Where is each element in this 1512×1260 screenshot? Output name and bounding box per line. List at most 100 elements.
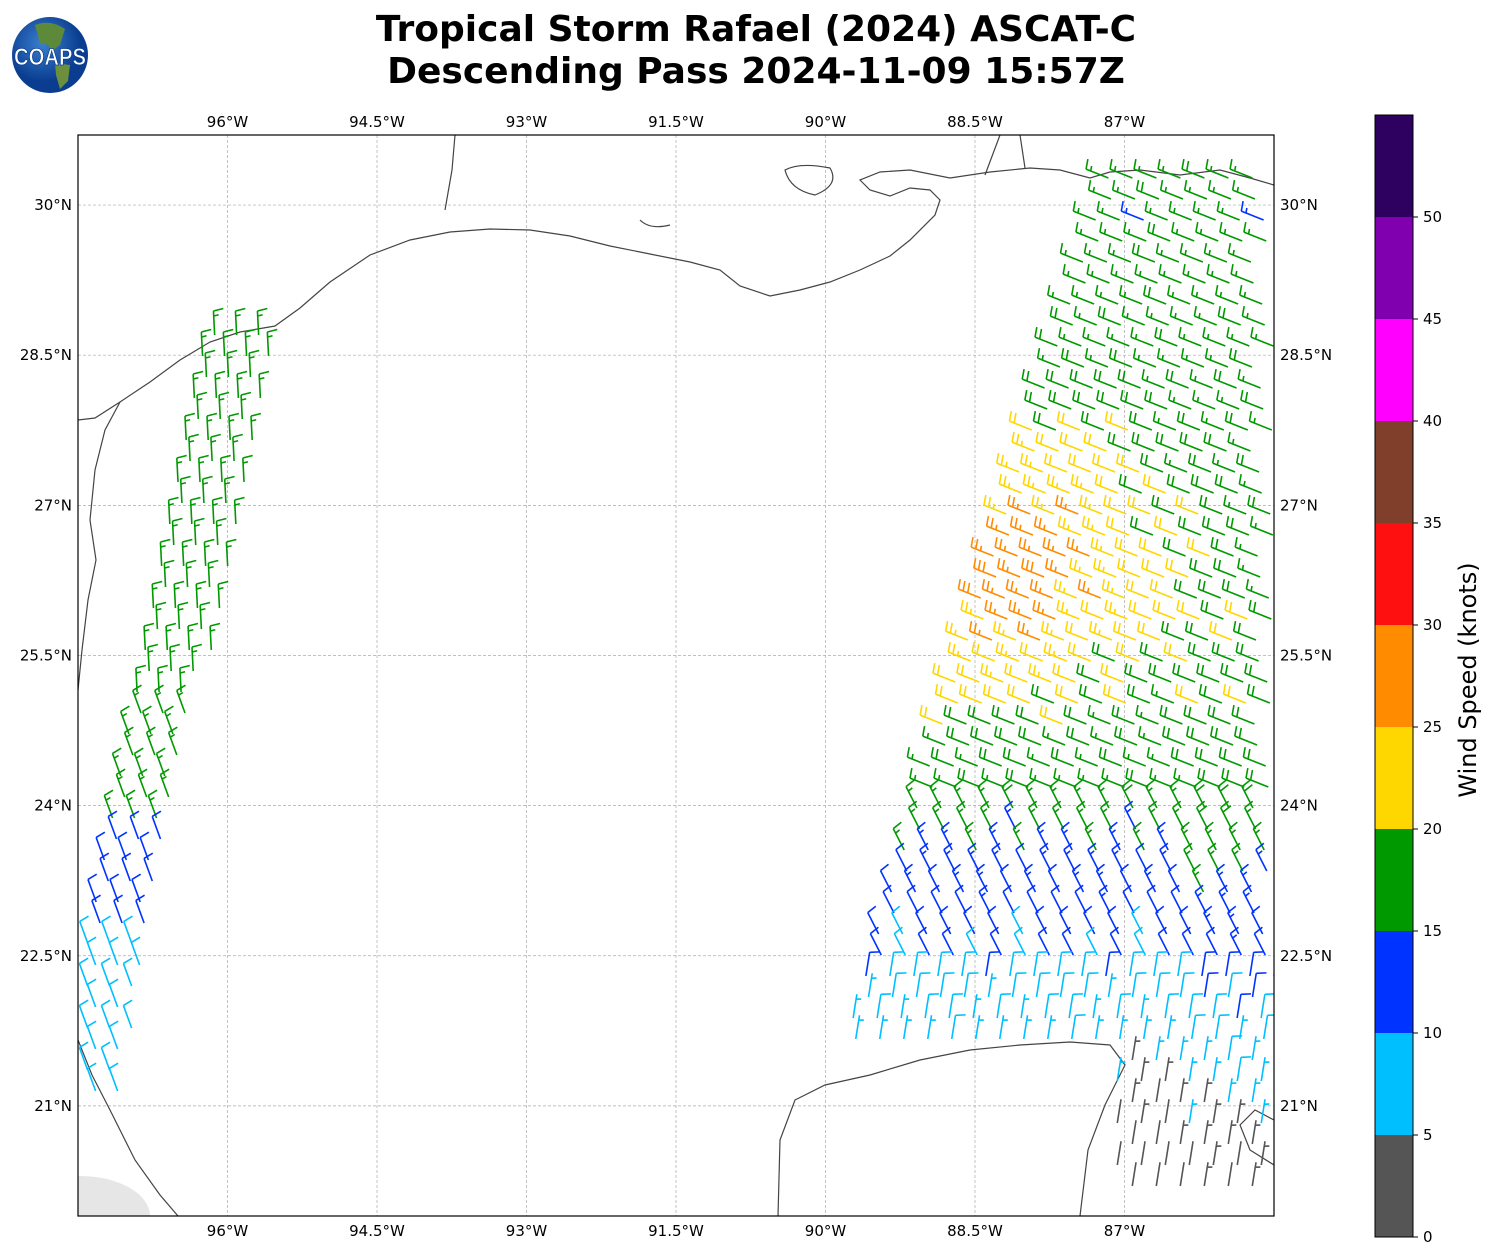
wind-barb: [1230, 263, 1254, 284]
wind-barb: [1036, 347, 1061, 368]
wind-barb: [191, 643, 203, 672]
wind-barb: [1033, 951, 1048, 977]
wind-barb: [211, 496, 223, 525]
wind-barb: [1168, 200, 1192, 221]
wind-barb: [1155, 431, 1179, 452]
wind-barb: [931, 800, 945, 830]
wind-barb: [891, 905, 904, 935]
wind-barb: [1242, 884, 1255, 914]
wind-barb: [209, 622, 221, 651]
wind-barb: [1159, 842, 1172, 872]
wind-barb: [171, 517, 183, 546]
wind-barb: [1190, 1014, 1206, 1040]
wind-barb: [1084, 821, 1097, 851]
wind-barb: [1049, 305, 1074, 326]
wind-barb: [1062, 263, 1086, 284]
wind-barb: [1035, 972, 1051, 998]
colorbar-bin: [1375, 319, 1413, 421]
wind-barb: [902, 1015, 912, 1040]
wind-barb: [200, 328, 212, 357]
wind-barb: [1065, 725, 1090, 746]
wind-barb: [1140, 1141, 1146, 1166]
wind-barb: [1070, 284, 1095, 305]
wind-barb: [1214, 284, 1239, 305]
colorbar-bin: [1375, 523, 1413, 625]
wind-barb: [1105, 951, 1120, 977]
wind-barb: [913, 951, 928, 977]
wind-barb: [1073, 305, 1098, 326]
wind-barb: [1209, 725, 1234, 746]
wind-barb: [1063, 842, 1076, 872]
wind-barb: [988, 821, 1001, 851]
wind-barb: [1225, 951, 1240, 977]
wind-barb: [1037, 926, 1050, 956]
wind-barb: [1134, 263, 1158, 284]
wind-barb: [1177, 515, 1202, 536]
wind-barb: [1179, 1120, 1189, 1145]
wind-barb: [1055, 494, 1079, 515]
wind-barb: [1137, 725, 1162, 746]
wind-barb: [1194, 746, 1218, 767]
wind-barb: [1251, 972, 1267, 998]
wind-barb: [108, 978, 119, 1008]
wind-barb: [1196, 662, 1220, 683]
wind-barb: [945, 725, 970, 746]
wind-barb: [1090, 536, 1114, 557]
lat-tick-label-right: 24°N: [1280, 797, 1318, 815]
wind-barb: [1101, 578, 1126, 599]
wind-barb: [1081, 951, 1096, 977]
wind-barb: [234, 307, 246, 336]
wind-barb: [1091, 452, 1116, 473]
wind-barb: [1235, 452, 1260, 473]
wind-barb: [1138, 536, 1162, 557]
wind-barb: [1087, 179, 1112, 200]
lat-tick-label-left: 21°N: [34, 1097, 72, 1115]
wind-barb: [906, 746, 930, 767]
coaps-logo: COAPS: [12, 17, 88, 93]
wind-barb: [179, 475, 191, 504]
wind-barb: [169, 643, 181, 672]
wind-barb: [892, 821, 905, 851]
wind-barb: [1053, 578, 1078, 599]
wind-barb: [1248, 599, 1272, 620]
wind-barb: [1186, 536, 1210, 557]
wind-barb: [1018, 536, 1042, 557]
wind-barb: [1211, 452, 1236, 473]
wind-barb: [1120, 389, 1144, 410]
lat-tick-label-left: 22.5°N: [20, 947, 72, 965]
wind-barb: [1232, 620, 1257, 641]
wind-barb: [1099, 221, 1123, 242]
wind-barb: [1122, 884, 1135, 914]
wind-barb: [989, 926, 1002, 956]
wind-barb: [879, 863, 893, 893]
wind-barb: [1166, 473, 1190, 494]
wind-barb: [978, 746, 1002, 767]
colorbar-bin: [1375, 829, 1413, 931]
wind-barb: [1190, 284, 1215, 305]
wind-barb: [1204, 347, 1229, 368]
lon-tick-label-top: 87°W: [1104, 113, 1146, 131]
wind-barb: [123, 726, 134, 756]
wind-barb: [1083, 242, 1108, 263]
wind-barb: [1203, 431, 1227, 452]
wind-barb: [1179, 905, 1192, 935]
wind-barb: [984, 599, 1008, 620]
wind-barb: [1175, 494, 1199, 515]
wind-barb: [1118, 473, 1142, 494]
wind-barb: [1204, 821, 1217, 851]
wind-barb: [1226, 326, 1250, 347]
wind-barb: [987, 973, 997, 998]
wind-barb: [1155, 972, 1171, 998]
wind-barb: [1073, 779, 1086, 809]
colorbar-tick-label: 10: [1423, 1024, 1442, 1042]
wind-barb: [1009, 951, 1024, 977]
wind-barb: [79, 915, 89, 945]
wind-barb: [1224, 410, 1249, 431]
wind-barb: [921, 725, 946, 746]
wind-barb: [1124, 662, 1148, 683]
wind-barb: [1249, 515, 1274, 536]
wind-barb: [1197, 767, 1221, 788]
wind-barb: [1198, 683, 1223, 704]
wind-barb: [135, 894, 145, 924]
wind-barb: [130, 936, 141, 966]
